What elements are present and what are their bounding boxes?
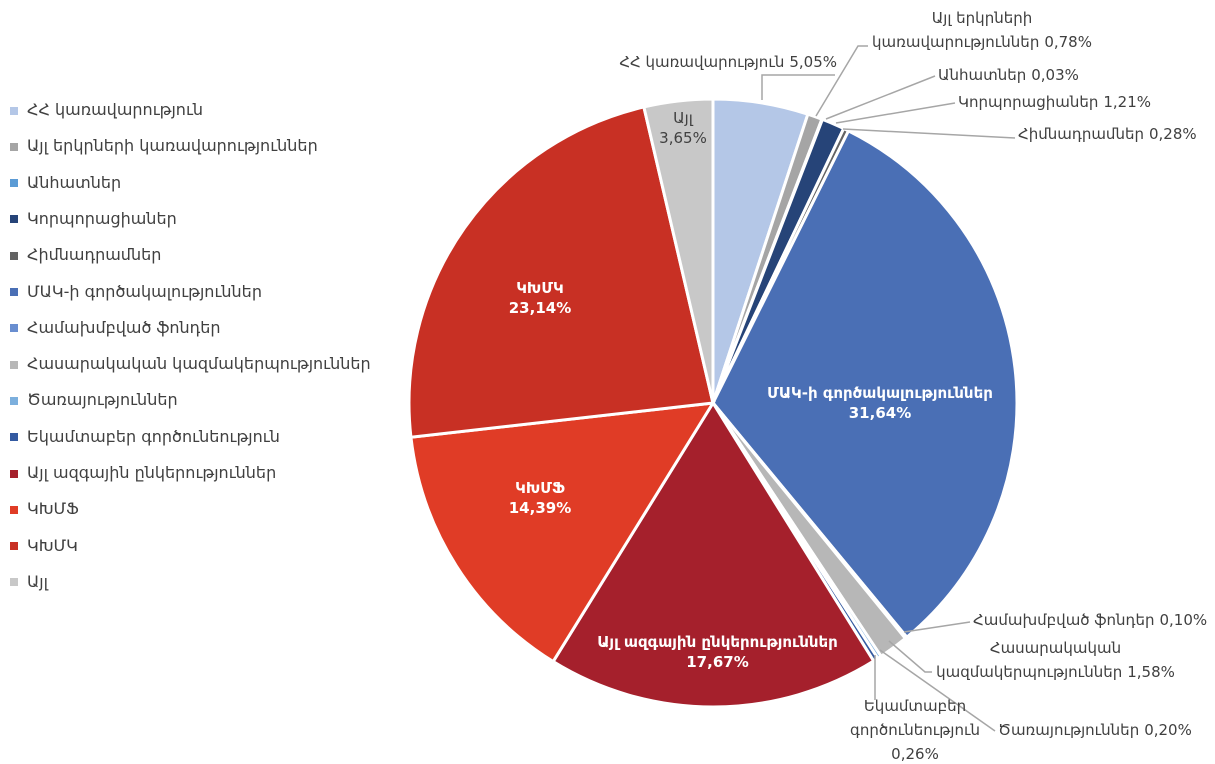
legend-label: Անհատներ [27, 172, 122, 192]
label-value: 5,05% [789, 53, 837, 71]
legend-label: ՀՀ կառավարություն [27, 100, 204, 119]
label-category: Հասարակական կազմակերպություններ [936, 639, 1123, 681]
leader-line [879, 649, 996, 732]
label-value: 3,65% [659, 129, 707, 147]
data-label: Այլ ազգային ընկերություններ 17,67% [590, 632, 845, 672]
legend-swatch [10, 505, 18, 514]
label-value: 0,20% [1144, 721, 1192, 739]
legend-item: Այլ ազգային ընկերություններ [10, 463, 276, 482]
legend-swatch [10, 578, 18, 587]
legend-item: Այլ [10, 572, 48, 591]
legend-item: Համախմբված ֆոնդեր [10, 318, 221, 337]
legend-swatch [10, 288, 18, 296]
data-label: Այլ 3,65% [643, 108, 723, 148]
legend-item: ԿԽՄԿ [10, 536, 78, 555]
leader-line [888, 640, 932, 673]
legend-item: Հիմնադրամներ [10, 245, 161, 264]
legend-swatch [10, 324, 18, 333]
legend-label: Համախմբված ֆոնդեր [27, 317, 221, 337]
legend-swatch [10, 142, 18, 151]
legend-label: ԿԽՄՖ [27, 499, 79, 519]
label-category: Կորպորացիաներ [958, 93, 1099, 111]
label-category: Այլ [673, 109, 693, 127]
legend-item: Այլ երկրների կառավարություններ [10, 136, 318, 155]
data-label: Ծառայություններ 0,20% [998, 718, 1213, 742]
legend-swatch [10, 106, 18, 115]
legend-label: ՄԱԿ-ի գործակալություններ [27, 281, 262, 301]
legend-label: Այլ [27, 571, 48, 591]
label-value: 0,10% [1159, 611, 1208, 629]
legend-label: Ծառայություններ [27, 390, 178, 410]
label-value: 23,14% [508, 299, 572, 317]
leader-line [842, 128, 1016, 139]
label-value: 0,26% [891, 745, 939, 763]
legend-label: Հիմնադրամներ [27, 245, 162, 265]
leader-line [825, 75, 936, 120]
label-value: 31,64% [848, 404, 912, 422]
label-value: 1,21% [1103, 93, 1152, 111]
legend-swatch [10, 433, 18, 442]
legend-label: Կորպորացիաներ [27, 208, 177, 228]
legend-swatch [10, 396, 18, 405]
legend-label: Այլ ազգային ընկերություններ [27, 463, 277, 482]
label-category: Եկամտաբեր գործունեություն [850, 697, 980, 739]
label-value: 14,39% [508, 499, 572, 517]
label-category: ԿԽՄՖ [515, 479, 565, 497]
pie-slice [409, 401, 716, 664]
label-category: ՄԱԿ-ի գործակալություններ [767, 384, 993, 402]
label-value: 0,03% [1031, 66, 1079, 84]
legend-item: Անհատներ [10, 173, 121, 192]
legend-item: ՄԱԿ-ի գործակալություններ [10, 282, 262, 301]
legend-item: ՀՀ կառավարություն [10, 100, 203, 119]
pie-slice [711, 128, 1019, 640]
label-category: ՀՀ կառավարություն [619, 53, 785, 71]
data-label: Կորպորացիաներ 1,21% [958, 90, 1188, 114]
legend-swatch [10, 542, 18, 551]
leader-line [835, 102, 956, 124]
legend-swatch [10, 469, 18, 478]
label-value: 0,78% [1044, 33, 1092, 51]
data-label: Անհատներ 0,03% [938, 63, 1138, 87]
legend-label: Այլ երկրների կառավարություններ [27, 136, 318, 156]
pie-slice [642, 97, 715, 404]
data-label: ՄԱԿ-ի գործակալություններ 31,64% [755, 383, 1005, 423]
legend-swatch [10, 251, 18, 260]
legend-swatch [10, 360, 18, 369]
pie-slice [551, 400, 876, 709]
legend-label: Եկամտաբեր գործունեություն [27, 426, 280, 446]
leader-line [761, 74, 835, 100]
data-label: ԿԽՄՖ 14,39% [450, 478, 630, 518]
leader-line [903, 621, 971, 633]
label-category: ԿԽՄԿ [516, 279, 564, 297]
data-label: Հիմնադրամներ 0,28% [1018, 122, 1215, 146]
label-category: Այլ երկրների կառավարություններ [872, 9, 1040, 51]
legend-label: ԿԽՄԿ [27, 535, 78, 555]
legend-swatch [10, 179, 18, 188]
data-label: ԿԽՄԿ 23,14% [450, 278, 630, 318]
label-category: Այլ ազգային ընկերություններ [597, 633, 838, 651]
legend-label: Հասարակական կազմակերպություններ [27, 354, 371, 374]
legend-item: Եկամտաբեր գործունեություն [10, 427, 280, 446]
data-label: Համախմբված ֆոնդեր 0,10% [973, 608, 1213, 632]
legend-item: Հասարակական կազմակերպություններ [10, 354, 371, 373]
label-category: Համախմբված ֆոնդեր [973, 611, 1155, 629]
label-value: 0,28% [1148, 125, 1197, 143]
label-value: 1,58% [1127, 663, 1175, 681]
legend-item: ԿԽՄՖ [10, 499, 79, 518]
pie-slice [407, 105, 715, 439]
label-category: Անհատներ [938, 66, 1027, 84]
legend-swatch [10, 215, 18, 224]
leader-line [815, 45, 868, 117]
label-category: Ծառայություններ [998, 721, 1140, 739]
legend-item: Կորպորացիաներ [10, 209, 177, 228]
data-label: Հասարակական կազմակերպություններ 1,58% [928, 636, 1183, 684]
label-value: 17,67% [686, 653, 749, 671]
data-label: Եկամտաբեր գործունեություն 0,26% [845, 694, 985, 764]
legend-item: Ծառայություններ [10, 390, 178, 409]
label-category: Հիմնադրամներ [1018, 125, 1144, 143]
data-label: Այլ երկրների կառավարություններ 0,78% [862, 6, 1102, 54]
data-label: ՀՀ կառավարություն 5,05% [560, 50, 837, 74]
